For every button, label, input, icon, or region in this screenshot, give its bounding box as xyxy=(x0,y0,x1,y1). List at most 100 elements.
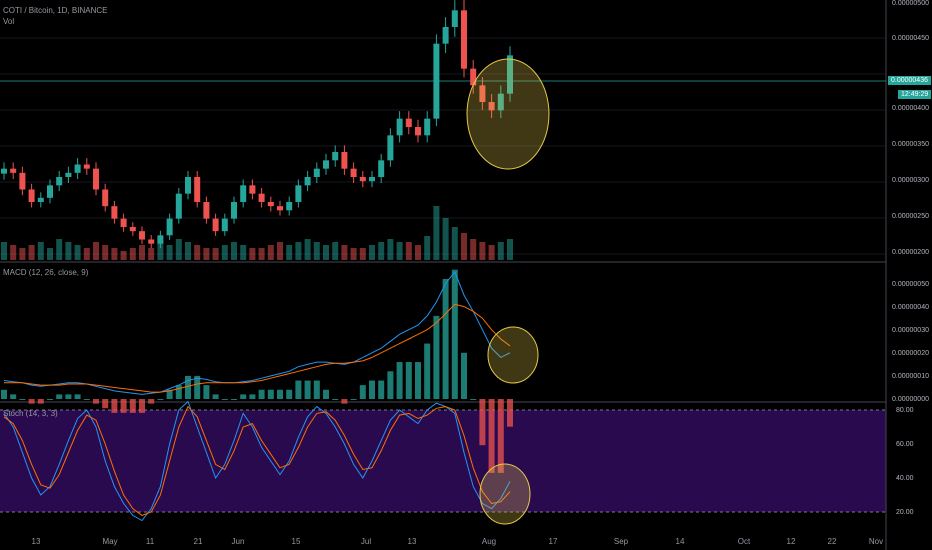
candle-body xyxy=(332,152,339,161)
volume-bar xyxy=(369,245,375,260)
volume-bar xyxy=(47,248,53,260)
macd-title: MACD (12, 26, close, 9) xyxy=(3,268,89,277)
macd-hist-bar xyxy=(277,389,283,399)
candle-body xyxy=(93,168,99,190)
stoch-axis-label: 20.00 xyxy=(896,509,914,516)
macd-hist-bar xyxy=(175,385,182,399)
volume-bar xyxy=(148,248,155,260)
macd-hist-bar xyxy=(332,399,339,400)
time-axis[interactable]: 13 May 11 21 Jun 15 Jul 13 Aug 17 Sep 14 Oct 12 22 Nov xyxy=(32,537,884,546)
volume-bar xyxy=(83,248,90,260)
time-axis-label: Sep xyxy=(614,537,629,546)
candle-body xyxy=(1,168,7,174)
volume-bar xyxy=(442,218,449,260)
volume-bar xyxy=(387,239,394,260)
volume-bar xyxy=(451,227,458,260)
macd-hist-bar xyxy=(507,399,513,427)
price-axis-label: 0.00000350 xyxy=(892,141,929,148)
candle-body xyxy=(175,193,182,219)
volume-bar xyxy=(424,236,431,260)
volume-bar xyxy=(240,245,247,260)
candle-body xyxy=(157,235,164,244)
volume-bar xyxy=(175,239,182,260)
macd-axis-label: 0.00000010 xyxy=(892,373,929,380)
candle-body xyxy=(249,185,256,194)
stoch-axis-label: 80.00 xyxy=(896,407,914,414)
candle-body xyxy=(405,118,412,127)
macd-hist-bar xyxy=(120,399,127,413)
stoch-axis[interactable]: 80.00 60.00 40.00 20.00 xyxy=(896,407,914,516)
volume-series xyxy=(1,206,513,260)
macd-hist-bar xyxy=(479,399,486,446)
candle-body xyxy=(139,231,145,240)
volume-bar xyxy=(497,242,504,260)
macd-hist-bar xyxy=(102,399,109,409)
macd-hist-bar xyxy=(405,362,412,399)
macd-hist-bar xyxy=(359,385,366,399)
time-axis-label: 21 xyxy=(194,537,203,546)
macd-hist-bar xyxy=(350,399,357,400)
macd-hist-bar xyxy=(461,352,467,399)
volume-bar xyxy=(19,248,26,260)
candle-body xyxy=(277,206,283,211)
macd-hist-bar xyxy=(148,399,155,404)
macd-hist-bar xyxy=(313,380,320,399)
volume-bar xyxy=(231,242,237,260)
volume-bar xyxy=(286,245,293,260)
price-axis[interactable]: 0.00000500 0.00000450 0.00000400 0.00000350… xyxy=(892,0,929,256)
candle-body xyxy=(19,172,26,190)
macd-hist-bar xyxy=(37,399,44,404)
volume-bar xyxy=(185,242,191,260)
volume-bar xyxy=(359,248,366,260)
macd-hist-bar xyxy=(488,399,495,473)
volume-bar xyxy=(488,245,495,260)
time-axis-label: May xyxy=(102,537,117,546)
volume-bar xyxy=(93,242,99,260)
candle-body xyxy=(479,85,486,102)
volume-bar xyxy=(470,239,477,260)
candle-body xyxy=(341,152,348,169)
volume-bar xyxy=(74,245,81,260)
time-axis-label: 14 xyxy=(676,537,685,546)
candle-body xyxy=(74,164,81,173)
macd-axis[interactable]: 0.00000050 0.00000040 0.00000030 0.00000020… xyxy=(892,281,929,403)
macd-hist-bar xyxy=(56,394,63,399)
macd-hist-bar xyxy=(10,394,17,399)
macd-hist-bar xyxy=(203,385,210,399)
volume-label: Vol xyxy=(3,17,15,26)
time-axis-label: Aug xyxy=(482,537,496,546)
price-axis-label: 0.00000250 xyxy=(892,213,929,220)
volume-bar xyxy=(56,239,63,260)
candle-body xyxy=(507,55,513,94)
volume-bar xyxy=(139,245,145,260)
macd-hist-bar xyxy=(451,269,458,399)
candle-body xyxy=(286,202,293,211)
candle-body xyxy=(497,93,504,111)
candle-body xyxy=(488,102,495,111)
candle-body xyxy=(267,202,274,207)
last-price-tag: 0.00000436 xyxy=(888,76,931,85)
macd-hist-bar xyxy=(129,399,136,413)
candle-body xyxy=(424,118,431,136)
macd-hist-bar xyxy=(470,399,477,400)
price-axis-label: 0.00000200 xyxy=(892,249,929,256)
macd-hist-bar xyxy=(396,362,403,399)
volume-bar xyxy=(102,245,109,260)
candle-body xyxy=(148,239,155,244)
time-axis-label: Jul xyxy=(361,537,371,546)
macd-hist-bar xyxy=(1,389,7,399)
candle-body xyxy=(194,177,201,202)
volume-bar xyxy=(277,242,283,260)
candle-body xyxy=(470,68,477,86)
candle-body xyxy=(387,135,394,161)
volume-bar xyxy=(507,239,513,260)
macd-hist-bar xyxy=(93,399,99,404)
macd-axis-label: 0.00000050 xyxy=(892,281,929,288)
candle-body xyxy=(369,177,375,182)
stoch-d-line xyxy=(3,405,511,516)
price-axis-label: 0.00000400 xyxy=(892,105,929,112)
volume-bar xyxy=(65,242,72,260)
candle-body xyxy=(313,168,320,177)
candle-body xyxy=(451,10,458,28)
